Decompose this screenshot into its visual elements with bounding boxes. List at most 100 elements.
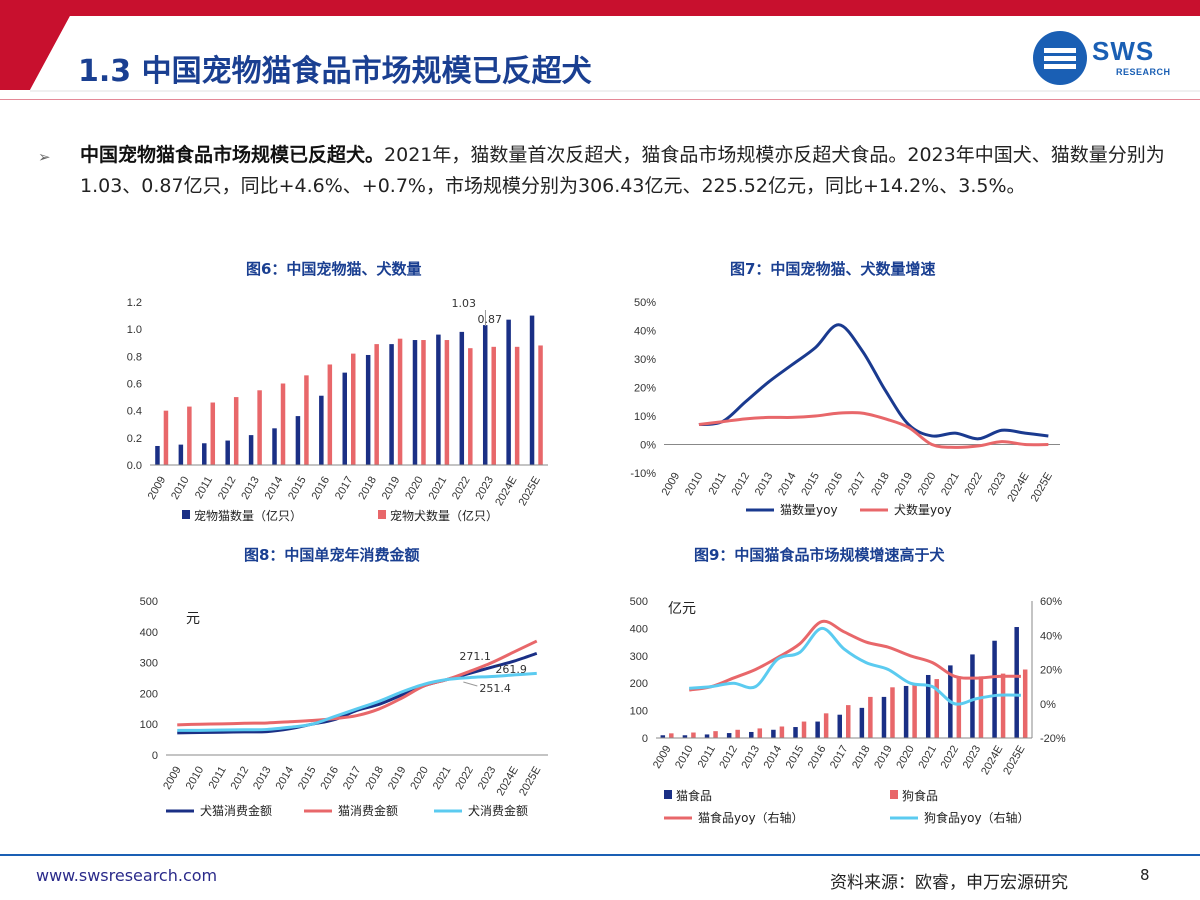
- x-tick-label-1-11: 2020: [916, 471, 939, 498]
- bar-0-1-13: [468, 348, 473, 465]
- x-tick-label-3-16: 2025E: [1001, 744, 1027, 778]
- bar-3-1-15: [1000, 673, 1006, 738]
- y-tick-label-left-3-1: 100: [630, 706, 648, 718]
- x-tick-label-0-5: 2014: [263, 475, 286, 502]
- x-tick-label-3-0: 2009: [651, 744, 674, 771]
- bar-3-0-1: [682, 735, 688, 738]
- x-tick-label-1-9: 2018: [869, 471, 892, 498]
- bar-0-0-16: [529, 315, 535, 465]
- bullet-arrow-icon: ➢: [38, 148, 51, 166]
- x-tick-label-0-6: 2015: [286, 475, 309, 502]
- footer-divider: [0, 854, 1200, 856]
- x-tick-label-3-8: 2017: [828, 744, 851, 771]
- bar-0-1-8: [351, 353, 356, 465]
- x-tick-label-2-1: 2010: [184, 765, 207, 792]
- x-tick-label-3-2: 2011: [696, 744, 718, 770]
- bar-0-0-14: [482, 325, 488, 465]
- legend-label-2-2: 犬消费金额: [468, 803, 528, 818]
- y-tick-label-left-1-3: 20%: [634, 383, 656, 395]
- y-tick-label-right-3-4: 60%: [1040, 596, 1062, 608]
- summary-paragraph: 中国宠物猫食品市场规模已反超犬。2021年，猫数量首次反超犬，猫食品市场规模亦反…: [80, 140, 1170, 202]
- bar-0-1-4: [257, 390, 262, 465]
- bar-0-0-4: [248, 435, 254, 465]
- y-tick-label-left-1-6: 50%: [634, 297, 656, 309]
- bar-3-1-5: [779, 726, 785, 738]
- bar-0-1-6: [304, 375, 309, 465]
- unit-label-2: 元: [186, 611, 200, 627]
- x-tick-label-2-4: 2013: [251, 765, 274, 792]
- bar-0-1-9: [374, 344, 379, 465]
- x-tick-label-3-10: 2019: [872, 744, 895, 771]
- x-tick-label-3-7: 2016: [806, 744, 829, 771]
- chart-title-fig6: 图6：中国宠物猫、犬数量: [246, 260, 422, 278]
- legend-label-0-0: 宠物猫数量（亿只）: [194, 508, 302, 523]
- x-tick-label-3-12: 2021: [916, 744, 939, 771]
- y-tick-label-left-1-2: 10%: [634, 411, 656, 423]
- summary-text: 2021年，猫数量首次反超犬，猫食品市场规模亦反超犬食品。2023年中国犬、猫数…: [80, 144, 1165, 197]
- x-tick-label-1-5: 2014: [776, 471, 799, 498]
- y-tick-label-left-2-4: 400: [140, 627, 158, 639]
- bar-0-0-7: [319, 395, 324, 465]
- x-tick-label-2-8: 2017: [341, 765, 364, 792]
- bar-0-1-7: [327, 364, 333, 465]
- y-tick-label-left-1-1: 0%: [640, 440, 656, 452]
- footer-source: 资料来源：欧睿，申万宏源研究: [830, 873, 1068, 893]
- legend-label-1-0: 猫数量yoy: [780, 502, 838, 517]
- x-tick-label-0-10: 2019: [380, 475, 403, 502]
- bar-0-0-12: [436, 334, 441, 465]
- y-tick-label-left-3-4: 400: [630, 623, 648, 635]
- page-title: 1.3 中国宠物猫食品市场规模已反超犬: [78, 54, 592, 89]
- bar-3-0-15: [992, 640, 997, 738]
- bar-3-0-7: [815, 721, 820, 738]
- x-tick-label-1-6: 2015: [799, 471, 822, 498]
- x-tick-label-2-12: 2021: [431, 765, 454, 792]
- data-label-2-0: 271.1: [459, 650, 491, 663]
- x-tick-label-0-11: 2020: [403, 475, 426, 502]
- x-tick-label-2-14: 2023: [476, 765, 499, 792]
- y-tick-label-left-2-3: 300: [140, 658, 158, 670]
- logo-subtext: RESEARCH: [1116, 67, 1171, 77]
- x-tick-label-3-11: 2020: [894, 744, 917, 771]
- bar-3-1-12: [934, 679, 939, 738]
- bar-3-1-0: [669, 733, 674, 738]
- x-tick-label-0-8: 2017: [333, 475, 356, 502]
- x-tick-label-0-15: 2024E: [493, 475, 519, 509]
- y-tick-label-left-2-2: 200: [140, 688, 158, 700]
- y-tick-label-right-3-2: 20%: [1040, 665, 1062, 677]
- legend-label-1-1: 犬数量yoy: [894, 502, 952, 517]
- legend-label-2-1: 猫消费金额: [338, 803, 398, 818]
- legend-swatch-0-0: [182, 510, 190, 519]
- bar-3-1-16: [1022, 669, 1028, 738]
- x-tick-label-0-14: 2023: [473, 475, 496, 502]
- unit-label-3: 亿元: [668, 601, 696, 617]
- x-tick-label-2-5: 2014: [274, 765, 297, 792]
- x-tick-label-0-2: 2011: [193, 475, 215, 501]
- x-tick-label-2-10: 2019: [386, 765, 409, 792]
- series-line-2-2: [177, 671, 537, 732]
- bar-3-1-10: [890, 687, 895, 738]
- x-tick-label-0-0: 2009: [146, 475, 169, 502]
- bar-3-1-9: [868, 696, 873, 738]
- x-tick-label-1-12: 2021: [939, 471, 962, 498]
- x-tick-label-0-3: 2012: [216, 475, 239, 502]
- series-line-1-1: [698, 411, 1049, 449]
- bar-3-0-9: [859, 707, 865, 738]
- bar-0-0-5: [272, 428, 277, 465]
- x-tick-label-3-6: 2015: [784, 744, 807, 771]
- x-tick-label-2-0: 2009: [161, 765, 184, 792]
- x-tick-label-2-9: 2018: [363, 765, 386, 792]
- x-tick-label-1-1: 2010: [683, 471, 706, 498]
- series-line-1-0: [698, 323, 1049, 441]
- footer-url[interactable]: www.swsresearch.com: [36, 866, 218, 885]
- bar-3-0-3: [726, 733, 732, 738]
- bar-0-1-1: [187, 406, 192, 465]
- bar-0-0-11: [412, 340, 418, 465]
- bar-3-0-8: [837, 714, 842, 738]
- y-tick-label-left-0-4: 0.8: [127, 351, 142, 363]
- x-tick-label-3-5: 2014: [762, 744, 785, 771]
- y-tick-label-left-2-0: 0: [152, 750, 158, 762]
- annotation-leader-2-0: [463, 681, 478, 687]
- x-tick-label-3-9: 2018: [850, 744, 873, 771]
- bar-3-1-6: [801, 721, 807, 738]
- bar-0-0-15: [506, 319, 511, 465]
